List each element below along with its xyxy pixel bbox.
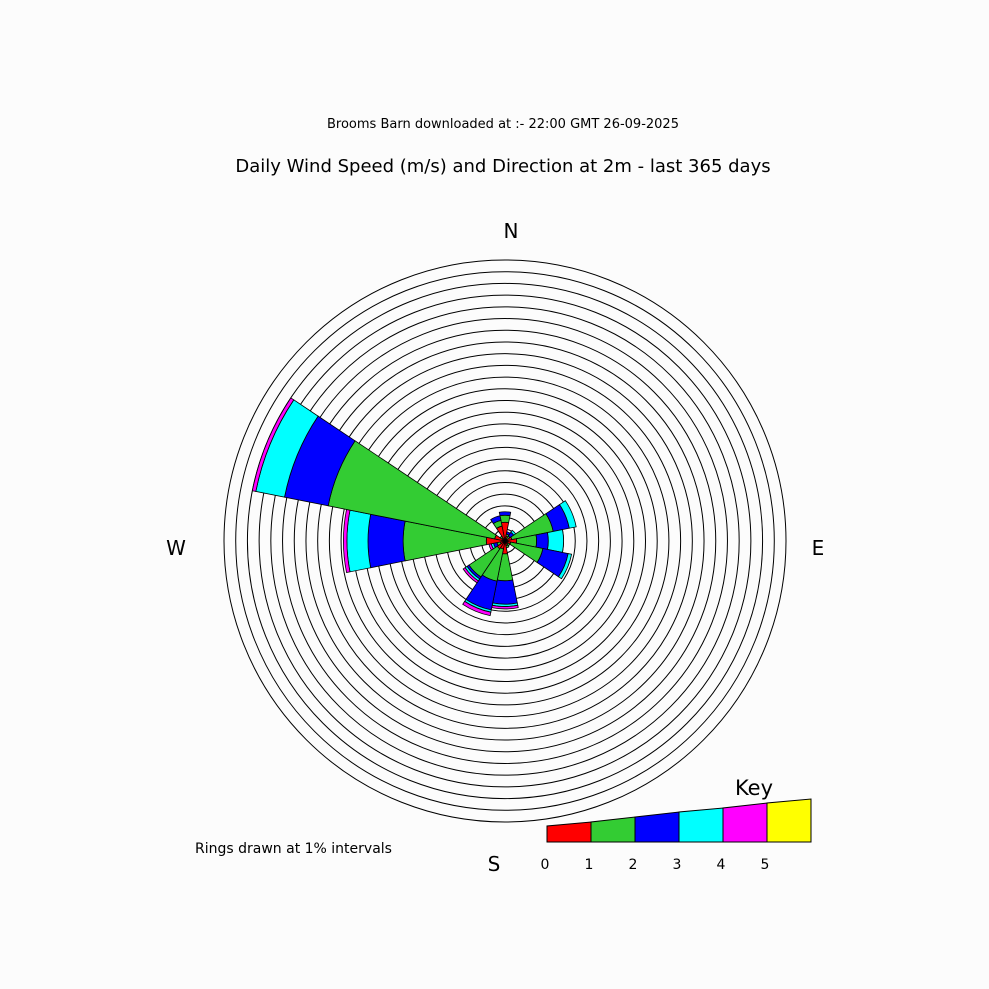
key-tick-5: 5 bbox=[761, 857, 770, 873]
sector-w-band-2 bbox=[367, 513, 406, 569]
ring-23 bbox=[235, 271, 775, 811]
key-swatch-1 bbox=[590, 816, 636, 843]
sector-ssw-band-4 bbox=[462, 600, 492, 617]
sector-ese-band-3 bbox=[557, 553, 573, 580]
compass-label-s: S bbox=[488, 852, 501, 876]
key-title: Key bbox=[735, 776, 773, 800]
key-tick-4: 4 bbox=[717, 857, 726, 873]
ring-16 bbox=[317, 353, 693, 729]
sector-w-band-3 bbox=[346, 509, 372, 573]
ring-21 bbox=[258, 294, 752, 788]
sector-ene-band-3 bbox=[558, 500, 577, 529]
wind-sectors bbox=[251, 397, 577, 617]
key-swatch-3 bbox=[678, 807, 724, 843]
key-tick-1: 1 bbox=[585, 857, 594, 873]
ring-14 bbox=[340, 376, 670, 706]
sector-e-band-3 bbox=[547, 529, 564, 553]
key-legend bbox=[546, 798, 812, 843]
sector-wnw-band-4 bbox=[251, 397, 295, 492]
compass-label-n: N bbox=[504, 219, 519, 243]
rings-interval-note: Rings drawn at 1% intervals bbox=[195, 841, 392, 857]
ring-20 bbox=[270, 306, 740, 776]
key-tick-3: 3 bbox=[673, 857, 682, 873]
ring-22 bbox=[246, 282, 764, 800]
sector-n-band-2 bbox=[498, 511, 512, 517]
key-swatch-4 bbox=[722, 802, 768, 843]
ring-18 bbox=[293, 329, 717, 753]
sector-nnw-band-2 bbox=[490, 515, 502, 525]
ring-17 bbox=[305, 341, 705, 741]
chart-title: Daily Wind Speed (m/s) and Direction at … bbox=[235, 156, 770, 177]
key-tick-labels: 0 1 2 3 4 5 bbox=[541, 857, 770, 873]
ring-15 bbox=[328, 364, 682, 718]
key-swatch-0 bbox=[546, 821, 592, 843]
sector-e-band-2 bbox=[535, 532, 549, 550]
compass-label-w: W bbox=[166, 536, 186, 560]
key-tick-0: 0 bbox=[541, 857, 550, 873]
compass-label-e: E bbox=[812, 536, 825, 560]
ring-19 bbox=[282, 318, 728, 764]
chart-subtitle: Brooms Barn downloaded at :- 22:00 GMT 2… bbox=[327, 117, 679, 132]
sector-sw-band-4 bbox=[462, 567, 479, 584]
ring-24 bbox=[223, 259, 787, 823]
key-swatch-2 bbox=[634, 811, 680, 843]
key-tick-2: 2 bbox=[629, 857, 638, 873]
key-swatch-5 bbox=[766, 798, 812, 843]
